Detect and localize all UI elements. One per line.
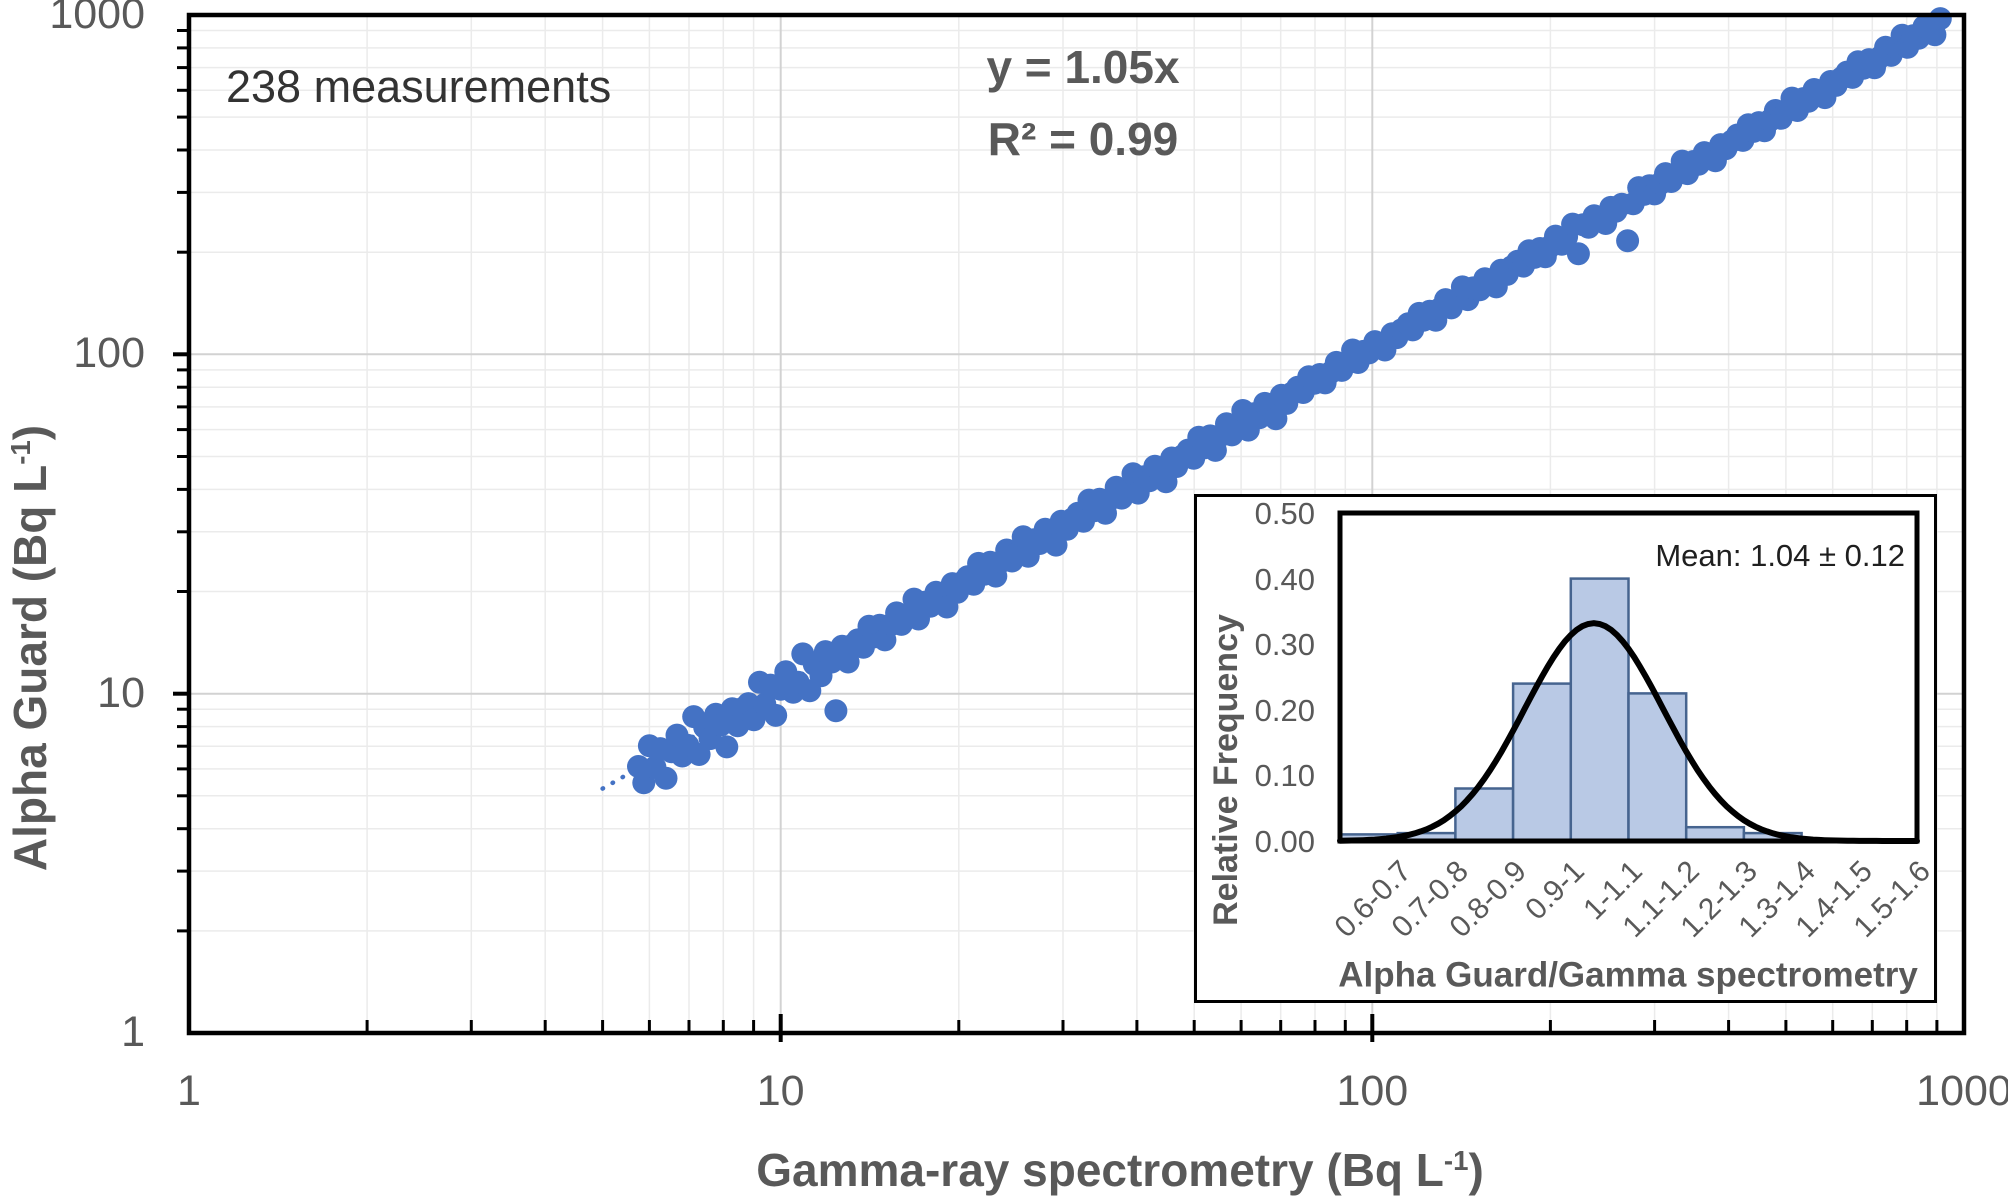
histogram-bar <box>1511 682 1573 843</box>
data-point <box>824 699 848 723</box>
fit-r-squared: R² = 0.99 <box>987 113 1179 165</box>
y-axis-tick-label: 100 <box>73 329 145 378</box>
x-axis-title-close: ) <box>1468 1144 1484 1197</box>
data-point <box>1566 242 1590 266</box>
y-axis-tick-label: 1 <box>121 1008 145 1056</box>
y-axis-tick-label: 10 <box>97 668 145 717</box>
fit-equation: y = 1.05x <box>986 41 1180 93</box>
x-axis-tick-label: 1000 <box>1916 1067 2008 1115</box>
mean-label: Mean: 1.04 ± 0.12 <box>1655 538 1905 573</box>
normal-curve <box>1337 620 1920 844</box>
y-axis-title-text: Alpha Guard (Bq L <box>4 464 57 872</box>
data-point <box>1616 229 1640 253</box>
inset-y-tick-label: 0.40 <box>1254 561 1315 597</box>
x-axis-title: Gamma-ray spectrometry (Bq L-1) <box>756 1144 1484 1197</box>
inset-axes-box <box>1337 510 1920 844</box>
inset-y-tick-label: 0.10 <box>1254 758 1315 794</box>
x-axis-tick-label: 10 <box>756 1067 805 1115</box>
y-axis-tick-label: 1000 <box>49 0 145 38</box>
y-axis-title: Alpha Guard (Bq L-1) <box>4 424 57 872</box>
inset-histogram-panel: Mean: 1.04 ± 0.12 Relative Frequency Alp… <box>1194 494 1937 1003</box>
y-axis-title-close: ) <box>4 424 57 441</box>
inset-y-tick-label: 0.50 <box>1254 496 1315 531</box>
x-axis-tick-label: 1 <box>177 1067 201 1115</box>
histogram-bar <box>1454 787 1515 843</box>
data-point <box>764 703 788 727</box>
data-point <box>709 713 733 737</box>
data-point <box>1928 7 1952 31</box>
data-point <box>654 766 678 790</box>
x-axis-tick-label: 100 <box>1336 1067 1409 1115</box>
inset-x-axis-title: Alpha Guard/Gamma spectrometry <box>1338 955 1918 995</box>
inset-y-tick-label: 0.00 <box>1254 824 1315 859</box>
x-axis-title-sup: -1 <box>1443 1144 1469 1176</box>
histogram-bar <box>1627 692 1688 843</box>
measurement-count-annotation: 238 measurements <box>226 61 612 112</box>
inset-y-tick-label: 0.20 <box>1254 692 1315 728</box>
x-axis-title-text: Gamma-ray spectrometry (Bq L <box>756 1144 1444 1197</box>
plot-border <box>186 12 1967 1036</box>
y-axis-title-sup: -1 <box>4 440 36 465</box>
inset-y-tick-label: 0.30 <box>1254 627 1315 663</box>
data-point <box>836 650 860 674</box>
histogram-bar <box>1569 577 1630 843</box>
inset-histogram-chart <box>1337 510 1920 844</box>
data-point <box>715 735 739 759</box>
